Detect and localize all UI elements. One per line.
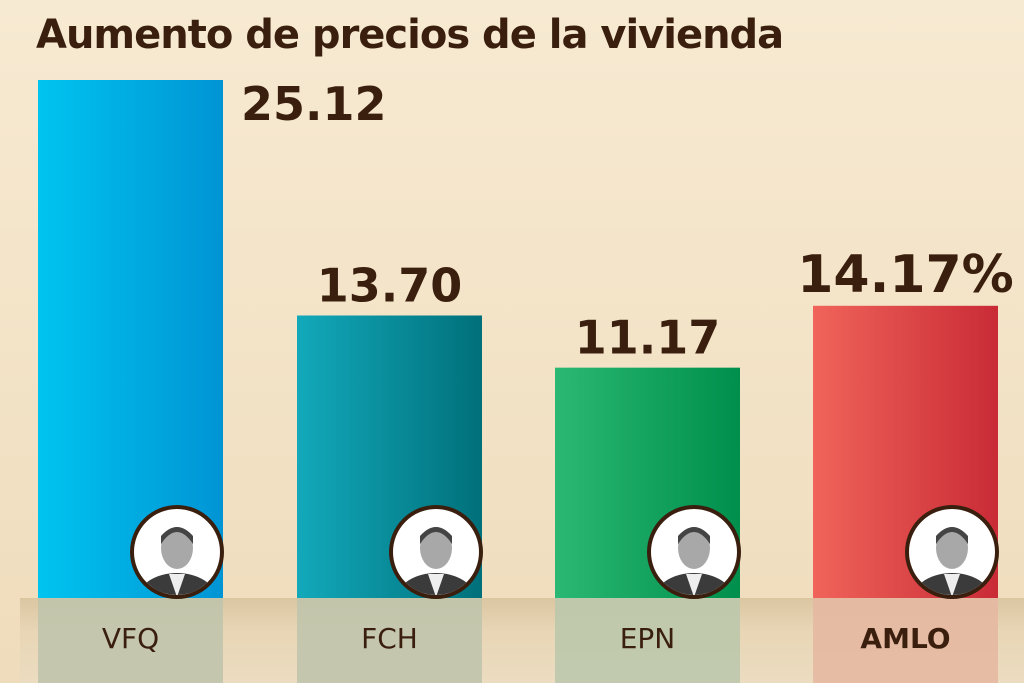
label-band xyxy=(38,598,223,683)
portrait-amlo-icon xyxy=(905,505,999,599)
category-label: EPN xyxy=(620,622,676,655)
category-label: FCH xyxy=(361,622,418,655)
category-label: AMLO xyxy=(860,622,950,655)
label-band xyxy=(813,598,998,683)
portrait-fch-icon xyxy=(389,505,483,599)
data-label: 11.17 xyxy=(575,311,721,365)
chart-title: Aumento de precios de la vivienda xyxy=(36,12,784,58)
label-band xyxy=(555,598,740,683)
portrait-epn-icon xyxy=(647,505,741,599)
data-label: 25.12 xyxy=(241,77,387,131)
data-label: 14.17% xyxy=(797,245,1014,305)
label-band xyxy=(297,598,482,683)
category-label: VFQ xyxy=(102,622,159,655)
data-label: 13.70 xyxy=(317,258,463,312)
portrait-vfq-icon xyxy=(130,505,224,599)
